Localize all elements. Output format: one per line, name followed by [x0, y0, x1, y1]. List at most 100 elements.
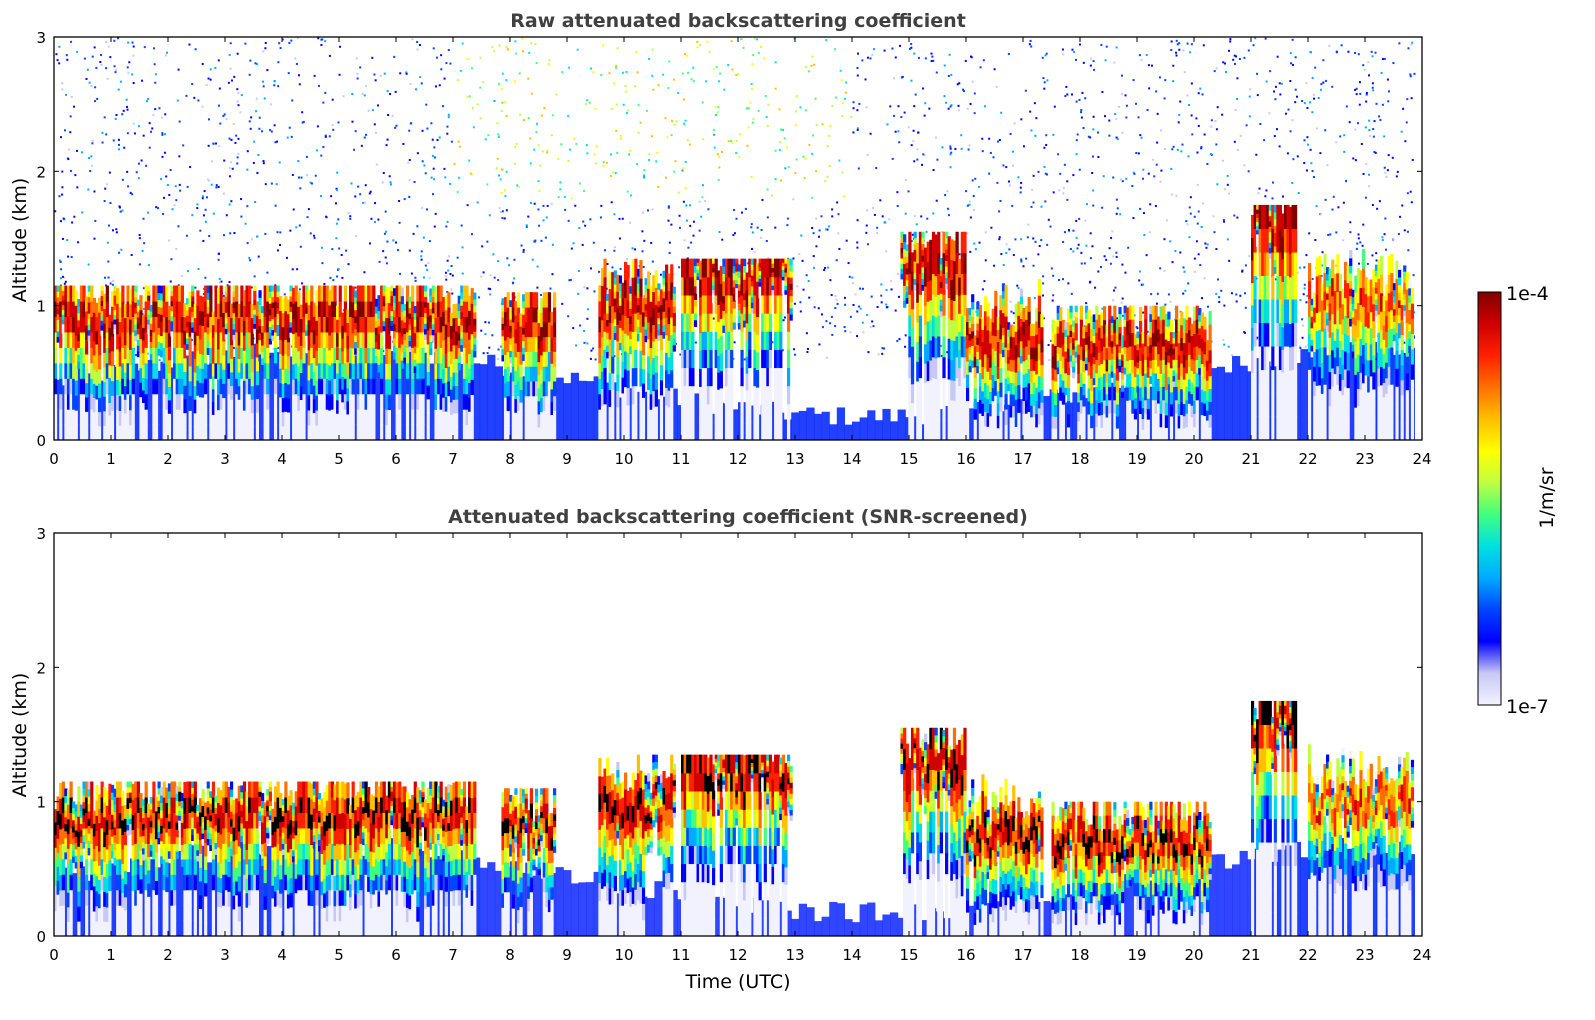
noise-speckle — [756, 38, 759, 41]
cloud-cell — [606, 319, 610, 327]
noise-speckle — [568, 279, 571, 282]
cloud-cell — [629, 278, 633, 287]
noise-speckle — [324, 135, 327, 138]
noise-speckle — [735, 139, 738, 142]
boundary-layer-cell — [1308, 349, 1317, 440]
cloud-cell — [424, 317, 428, 324]
noise-speckle — [727, 140, 730, 143]
noise-speckle — [69, 169, 72, 172]
cloud-cell — [250, 331, 254, 346]
noise-speckle — [876, 232, 879, 235]
cloud-cell — [460, 292, 464, 300]
noise-speckle — [1368, 129, 1371, 132]
cloud-cell — [380, 393, 384, 410]
cloud-cell — [227, 362, 231, 379]
noise-speckle — [1264, 37, 1267, 40]
cloud-cell — [191, 326, 195, 333]
cloud-cell — [66, 301, 71, 318]
boundary-layer-cell — [145, 359, 154, 440]
cloud-cell — [351, 347, 355, 364]
cloud-cell — [657, 317, 661, 325]
cloud-cell — [183, 371, 187, 386]
cloud-cell — [683, 421, 687, 440]
noise-speckle — [1200, 146, 1203, 149]
cloud-cell — [330, 316, 335, 333]
noise-speckle — [371, 109, 374, 112]
noise-speckle — [533, 148, 536, 151]
cloud-cell — [173, 409, 177, 426]
noise-speckle — [662, 73, 665, 76]
noise-speckle — [1034, 240, 1037, 243]
cloud-cell — [206, 347, 210, 355]
noise-speckle — [557, 196, 560, 199]
cloud-cell — [649, 285, 653, 302]
noise-speckle — [843, 296, 846, 299]
cloud-cell — [245, 300, 249, 318]
noise-speckle — [113, 39, 116, 42]
cloud-cell — [268, 291, 272, 298]
noise-speckle — [1252, 44, 1255, 47]
cloud-cell — [403, 315, 407, 323]
noise-speckle — [1387, 90, 1390, 93]
cloud-cell — [699, 422, 703, 440]
noise-speckle — [497, 260, 500, 263]
noise-speckle — [138, 234, 141, 237]
noise-speckle — [611, 266, 614, 269]
cloud-cell — [367, 331, 371, 348]
cloud-cell — [534, 321, 539, 338]
cloud-cell — [652, 423, 656, 440]
cloud-cell — [468, 382, 472, 398]
cloud-cell — [470, 379, 474, 396]
cloud-cell — [449, 414, 454, 428]
noise-speckle — [968, 144, 971, 147]
noise-speckle — [297, 160, 300, 163]
cloud-cell — [157, 285, 161, 294]
noise-speckle — [673, 78, 676, 81]
cloud-cell — [126, 285, 130, 302]
noise-speckle — [451, 292, 454, 295]
cloud-cell — [398, 393, 402, 410]
noise-speckle — [283, 293, 286, 296]
cloud-cell — [250, 385, 254, 400]
noise-speckle — [178, 155, 181, 158]
cloud-cell — [144, 362, 148, 379]
noise-speckle — [1392, 237, 1395, 240]
noise-speckle — [147, 211, 150, 214]
noise-speckle — [126, 66, 129, 69]
cloud-cell — [603, 258, 607, 278]
noise-speckle — [719, 72, 722, 75]
cloud-cell — [271, 285, 275, 292]
noise-speckle — [529, 137, 532, 140]
noise-speckle — [1196, 151, 1199, 154]
noise-speckle — [1135, 326, 1138, 329]
noise-speckle — [625, 258, 628, 261]
cloud-cell — [693, 292, 698, 300]
noise-speckle — [174, 185, 177, 188]
cloud-cell — [315, 425, 319, 440]
noise-speckle — [539, 164, 542, 167]
cloud-cell — [258, 332, 262, 341]
cloud-cell — [506, 380, 510, 397]
cloud-cell — [147, 299, 151, 306]
noise-speckle — [984, 259, 987, 262]
noise-speckle — [1145, 254, 1148, 257]
noise-speckle — [1112, 289, 1115, 292]
noise-speckle — [750, 226, 753, 229]
noise-speckle — [1182, 292, 1185, 295]
cloud-cell — [185, 337, 190, 345]
cloud-cell — [421, 331, 425, 348]
noise-speckle — [345, 249, 348, 252]
cloud-cell — [460, 344, 464, 352]
cloud-cell — [185, 326, 190, 333]
cloud-cell — [173, 331, 177, 348]
noise-speckle — [426, 268, 429, 271]
noise-speckle — [117, 37, 120, 40]
cloud-cell — [206, 333, 210, 342]
noise-speckle — [240, 198, 243, 201]
noise-speckle — [1355, 93, 1358, 96]
noise-speckle — [408, 129, 411, 132]
cloud-cell — [237, 426, 241, 440]
noise-speckle — [394, 90, 397, 93]
noise-speckle — [335, 202, 338, 205]
cloud-cell — [211, 401, 216, 415]
